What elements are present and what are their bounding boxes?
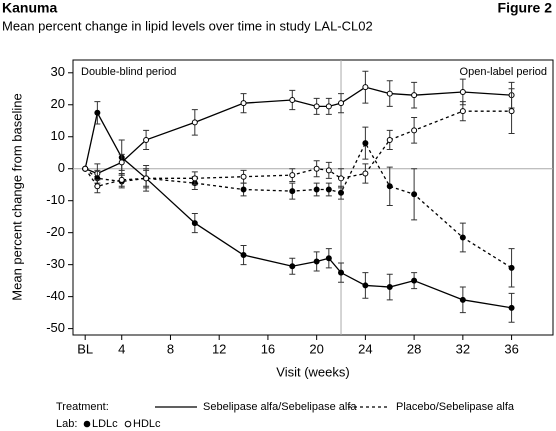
data-point <box>362 282 369 289</box>
data-point <box>411 127 418 134</box>
legend-entry: Placebo/Sebelipase alfa <box>396 401 515 413</box>
x-tick-label: 28 <box>407 341 421 356</box>
y-tick-label: -30 <box>46 256 65 271</box>
data-point <box>118 176 125 183</box>
data-point <box>411 191 418 198</box>
y-tick-label: -40 <box>46 288 65 303</box>
data-point <box>94 183 101 190</box>
data-point <box>94 109 101 116</box>
data-point <box>386 183 393 190</box>
y-tick-label: 10 <box>51 128 65 143</box>
series-line <box>84 86 512 175</box>
data-point <box>240 186 247 193</box>
legend-label: Treatment: <box>56 401 109 413</box>
data-point <box>240 173 247 180</box>
series-line <box>84 141 512 269</box>
x-tick-label: 16 <box>261 341 275 356</box>
data-point <box>325 186 332 193</box>
data-point <box>289 188 296 195</box>
data-point <box>191 220 198 227</box>
data-point <box>338 269 345 276</box>
data-point <box>289 263 296 270</box>
data-point <box>313 103 320 110</box>
data-point <box>325 167 332 174</box>
data-point <box>411 92 418 99</box>
series-line <box>84 110 512 309</box>
x-tick-label: 8 <box>167 341 174 356</box>
data-point <box>82 165 89 172</box>
series-line <box>84 110 512 188</box>
data-point <box>508 264 515 271</box>
annotation: Double-blind period <box>81 66 176 78</box>
data-point <box>118 159 125 166</box>
x-tick-label: 20 <box>309 341 323 356</box>
y-tick-label: 30 <box>51 64 65 79</box>
data-point <box>386 284 393 291</box>
x-tick-label: 36 <box>504 341 518 356</box>
data-point <box>325 255 332 262</box>
data-point <box>459 234 466 241</box>
data-point <box>240 100 247 107</box>
data-point <box>289 172 296 179</box>
y-axis-label: Mean percent change from baseline <box>9 93 24 300</box>
data-point <box>338 189 345 196</box>
y-tick-label: -10 <box>46 192 65 207</box>
legend-label: Lab: <box>56 418 77 430</box>
data-point <box>508 108 515 115</box>
legend-marker <box>83 420 91 428</box>
figure-label: Figure 2 <box>498 0 553 16</box>
data-point <box>240 252 247 259</box>
data-point <box>313 258 320 265</box>
chart-title: Mean percent change in lipid levels over… <box>2 18 373 33</box>
y-tick-label: -50 <box>46 320 65 335</box>
data-point <box>508 304 515 311</box>
data-point <box>386 90 393 97</box>
x-tick-label: 32 <box>456 341 470 356</box>
legend-entry: HDLc <box>133 418 161 430</box>
y-tick-label: 20 <box>51 96 65 111</box>
y-tick-label: -20 <box>46 224 65 239</box>
data-point <box>362 170 369 177</box>
brand: Kanuma <box>2 0 57 16</box>
x-tick-label: 4 <box>118 341 125 356</box>
data-point <box>411 277 418 284</box>
data-point <box>313 165 320 172</box>
x-tick-label: 12 <box>212 341 226 356</box>
data-point <box>143 136 150 143</box>
data-point <box>386 136 393 143</box>
data-point <box>313 186 320 193</box>
legend-marker <box>124 420 132 428</box>
legend-entry: Sebelipase alfa/Sebelipase alfa <box>203 401 357 413</box>
plot-frame <box>72 59 554 336</box>
data-point <box>289 96 296 103</box>
data-point <box>191 119 198 126</box>
data-point <box>325 103 332 110</box>
data-point <box>459 296 466 303</box>
data-point <box>459 88 466 95</box>
x-axis-label: Visit (weeks) <box>276 364 349 379</box>
data-point <box>459 108 466 115</box>
data-point <box>191 175 198 182</box>
x-tick-label: 24 <box>358 341 372 356</box>
y-tick-label: 0 <box>58 160 65 175</box>
x-tick-label: BL <box>77 341 93 356</box>
data-point <box>338 175 345 182</box>
data-point <box>143 175 150 182</box>
legend-entry: LDLc <box>92 418 118 430</box>
annotation: Open-label period <box>460 66 547 78</box>
data-point <box>362 140 369 147</box>
data-point <box>338 100 345 107</box>
data-point <box>362 84 369 91</box>
